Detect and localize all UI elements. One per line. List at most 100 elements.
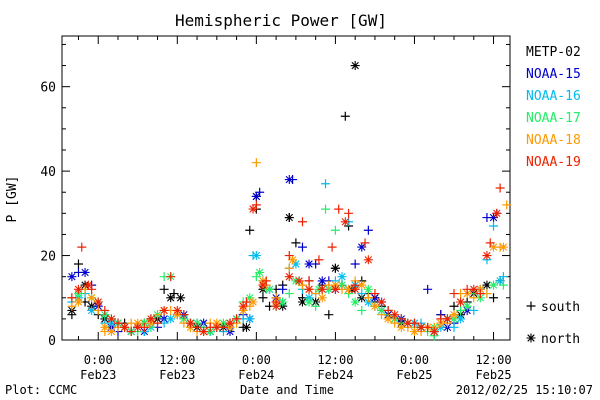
north-point	[106, 327, 116, 337]
north-point	[271, 301, 281, 311]
north-point	[83, 280, 93, 290]
legend-entry: NOAA-16	[526, 89, 581, 104]
series-noaa-18	[67, 158, 512, 337]
north-point	[248, 204, 258, 214]
south-point	[297, 217, 307, 227]
south-point	[475, 289, 485, 299]
north-point	[120, 322, 130, 332]
legend: METP-02 NOAA-15 NOAA-16 NOAA-17 NOAA-18 NOAA-…	[526, 45, 581, 347]
y-tick-label: 20	[40, 250, 56, 265]
north-point	[344, 284, 354, 294]
series-noaa-17	[67, 204, 508, 341]
north-point	[495, 276, 505, 286]
south-point	[232, 314, 242, 324]
north-point	[251, 191, 261, 201]
north-point	[377, 297, 387, 307]
north-point	[330, 263, 340, 273]
plot-credit: Plot: CCMC	[5, 383, 77, 397]
y-axis: 0 20 40 60	[40, 43, 510, 349]
series-noaa-15	[67, 175, 502, 337]
north-point	[469, 284, 479, 294]
x-axis: 0:00Feb2312:00Feb230:00Feb2412:00Feb240:…	[77, 36, 512, 382]
north-point	[294, 276, 304, 286]
south-point	[304, 276, 314, 286]
north-point	[449, 310, 459, 320]
north-point	[350, 297, 360, 307]
south-point	[258, 293, 268, 303]
north-point	[492, 208, 502, 218]
north-point	[245, 314, 255, 324]
north-point	[284, 272, 294, 282]
north-point	[456, 297, 466, 307]
south-point	[278, 284, 288, 294]
south-point	[495, 183, 505, 193]
south-point	[311, 301, 321, 311]
north-point	[304, 297, 314, 307]
north-point	[87, 293, 97, 303]
south-point	[489, 221, 499, 231]
x-tick-date-label: Feb24	[317, 368, 353, 382]
north-point	[251, 251, 261, 261]
north-point	[87, 305, 97, 315]
south-point	[284, 251, 294, 261]
north-point	[80, 267, 90, 277]
south-point	[449, 289, 459, 299]
south-point	[449, 322, 459, 332]
x-tick-date-label: Feb25	[396, 368, 432, 382]
south-point	[297, 242, 307, 252]
x-tick-date-label: Feb25	[475, 368, 511, 382]
north-point	[489, 280, 499, 290]
south-point	[502, 200, 512, 210]
north-point	[67, 272, 77, 282]
south-point	[100, 305, 110, 315]
north-point	[106, 314, 116, 324]
north-point	[255, 267, 265, 277]
south-point	[485, 238, 495, 248]
north-point	[390, 310, 400, 320]
series-noaa-19	[67, 183, 505, 337]
north-point	[317, 276, 327, 286]
south-point	[469, 305, 479, 315]
north-point	[278, 297, 288, 307]
x-tick-time-label: 0:00	[400, 353, 429, 367]
south-point	[340, 111, 350, 121]
legend-north-symbol	[526, 333, 536, 343]
south-point	[166, 272, 176, 282]
legend-entry: METP-02	[526, 45, 581, 60]
south-point	[363, 225, 373, 235]
south-point	[350, 259, 360, 269]
north-point	[176, 293, 186, 303]
legend-south-label: south	[541, 300, 580, 315]
north-point	[100, 322, 110, 332]
x-tick-date-label: Feb23	[80, 368, 116, 382]
north-point	[73, 284, 83, 294]
south-point	[67, 301, 77, 311]
north-point	[442, 314, 452, 324]
north-point	[284, 213, 294, 223]
x-tick-time-label: 12:00	[317, 353, 353, 367]
south-point	[363, 293, 373, 303]
south-point	[357, 305, 367, 315]
north-point	[172, 305, 182, 315]
north-point	[248, 297, 258, 307]
north-point	[166, 293, 176, 303]
north-point	[489, 213, 499, 223]
south-point	[390, 318, 400, 328]
north-point	[403, 318, 413, 328]
south-point	[344, 208, 354, 218]
north-point	[350, 61, 360, 71]
north-point	[498, 242, 508, 252]
south-point	[113, 318, 123, 328]
north-point	[291, 259, 301, 269]
y-tick-label: 60	[40, 81, 56, 96]
north-point	[330, 284, 340, 294]
south-point	[324, 310, 334, 320]
north-point	[337, 272, 347, 282]
south-point	[251, 158, 261, 168]
north-point	[409, 327, 419, 337]
south-point	[179, 310, 189, 320]
north-point	[241, 322, 251, 332]
north-point	[297, 297, 307, 307]
south-point	[159, 284, 169, 294]
